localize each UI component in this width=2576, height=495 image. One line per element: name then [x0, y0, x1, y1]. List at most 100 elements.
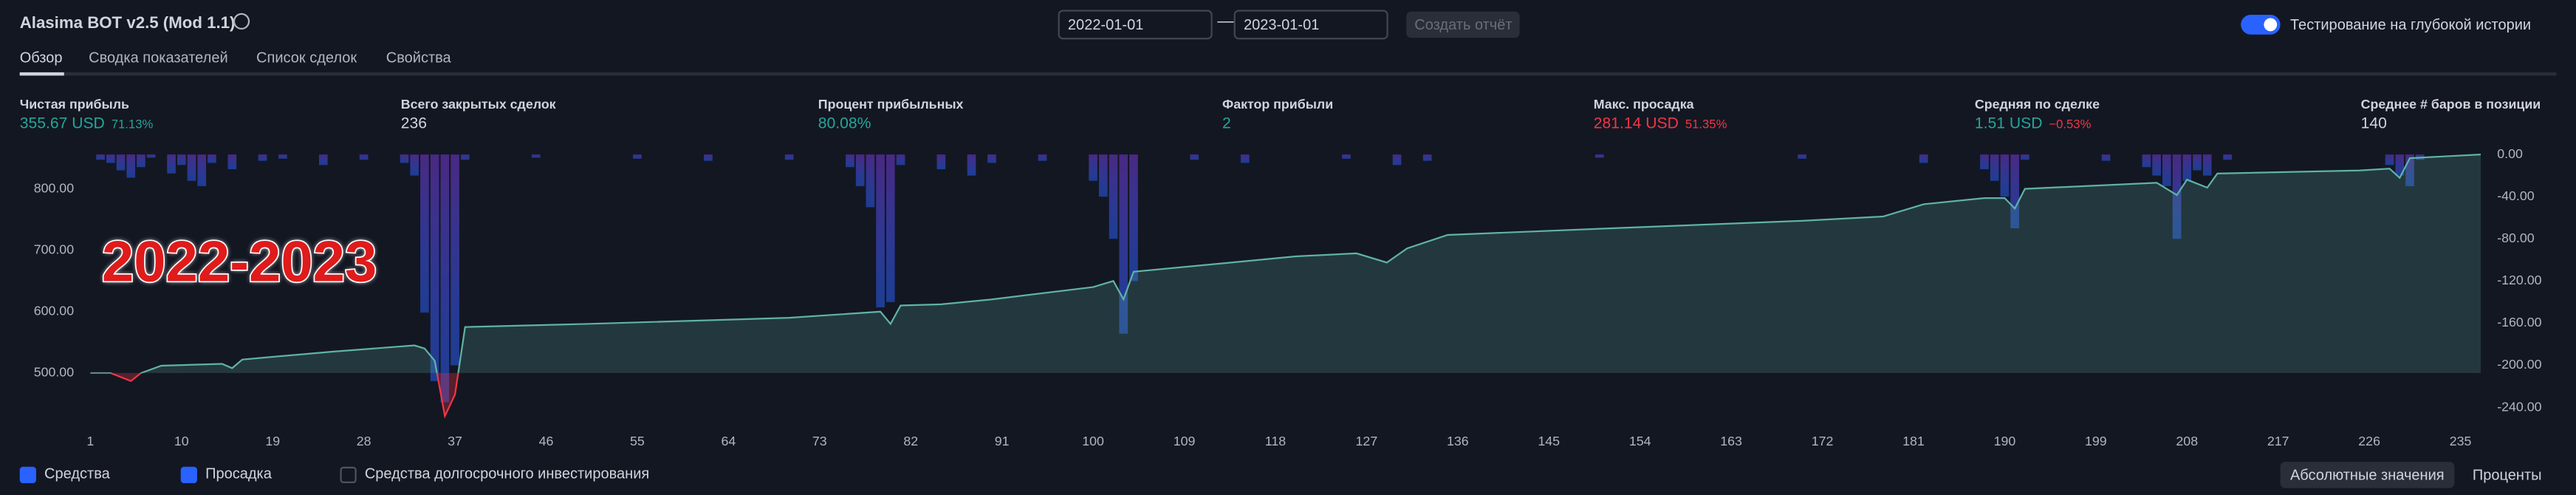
drawdown-bar	[2010, 154, 2019, 228]
x-tick-label: 37	[448, 434, 462, 448]
x-tick-label: 55	[630, 434, 645, 448]
drawdown-bar	[2193, 154, 2202, 171]
drawdown-bar	[2142, 154, 2151, 168]
drawdown-bar	[126, 154, 136, 178]
drawdown-bar	[116, 154, 126, 171]
create-report-button[interactable]: Создать отчёт	[1406, 11, 1521, 38]
absolute-button[interactable]: Абсолютные значения	[2280, 462, 2454, 488]
drawdown-bar	[2152, 154, 2161, 176]
tab[interactable]: Свойства	[386, 49, 451, 66]
x-tick-label: 91	[995, 434, 1010, 448]
drawdown-bar	[1089, 154, 1097, 181]
y2-tick-label: -120.00	[2497, 273, 2541, 287]
y2-tick-label: -80.00	[2497, 231, 2535, 245]
x-tick-label: 100	[1082, 434, 1104, 448]
drawdown-bar	[1119, 154, 1128, 334]
drawdown-bar	[278, 154, 287, 159]
stat-value: 80.08%	[818, 115, 871, 133]
drawdown-bar	[106, 154, 115, 163]
drawdown-bar	[460, 154, 470, 160]
x-tick-label: 82	[903, 434, 918, 448]
drawdown-bar	[187, 154, 196, 181]
x-tick-label: 10	[174, 434, 189, 448]
tab[interactable]: Обзор	[19, 49, 63, 66]
legend-drawdown[interactable]: Просадка	[180, 465, 272, 483]
x-tick-label: 1	[86, 434, 94, 448]
drawdown-bar	[1038, 154, 1047, 161]
drawdown-bar	[866, 154, 875, 208]
drawdown-bar	[846, 154, 854, 168]
stat-label: Процент прибыльных	[818, 97, 964, 112]
x-tick-label: 163	[1720, 434, 1742, 448]
drawdown-bar	[2172, 154, 2182, 239]
drawdown-bar	[137, 154, 145, 168]
percent-button[interactable]: Проценты	[2472, 466, 2542, 484]
drawdown-bar	[400, 154, 409, 163]
stat-number: 2	[1222, 115, 1231, 134]
date-to[interactable]: 2023-01-01	[1233, 10, 1388, 40]
drawdown-bar	[177, 154, 186, 165]
y-tick-label: 600.00	[34, 304, 74, 318]
y-tick-label: 800.00	[34, 180, 74, 195]
stat-value: 2	[1222, 115, 1231, 133]
stat-number: 140	[2360, 115, 2387, 134]
drawdown-bar	[2385, 154, 2394, 165]
settings-icon[interactable]	[233, 13, 250, 30]
y-tick-label: 500.00	[34, 365, 74, 380]
x-tick-label: 208	[2176, 434, 2198, 448]
drawdown-bar	[440, 154, 450, 403]
drawdown-bar	[227, 154, 237, 170]
tab[interactable]: Список сделок	[256, 49, 357, 66]
legend-label: Просадка	[205, 465, 272, 482]
x-tick-label: 46	[539, 434, 554, 448]
drawdown-bar	[2000, 154, 2010, 197]
drawdown-bar	[704, 154, 713, 161]
drawdown-bar	[2202, 154, 2212, 176]
date-from[interactable]: 2022-01-01	[1058, 10, 1213, 40]
x-tick-label: 154	[1629, 434, 1651, 448]
x-tick-label: 118	[1265, 434, 1286, 448]
stat-value: 1.51 USD −0.53%	[1975, 115, 2092, 133]
legend-equity[interactable]: Средства	[19, 465, 110, 483]
stat-label: Чистая прибыль	[19, 97, 129, 112]
drawdown-bar	[633, 154, 642, 159]
drawdown-bar	[420, 154, 429, 313]
stat-value: 236	[401, 115, 427, 133]
drawdown-bar	[1990, 154, 1999, 181]
stat-number: 236	[400, 115, 428, 134]
x-tick-label: 109	[1174, 434, 1196, 448]
tab[interactable]: Сводка показателей	[89, 49, 228, 66]
drawdown-bar	[876, 154, 885, 307]
drawdown-bar	[359, 154, 369, 160]
drawdown-bar	[318, 154, 328, 165]
drawdown-bar	[886, 154, 895, 302]
drawdown-bar	[2182, 154, 2192, 181]
drawdown-bar	[1109, 154, 1118, 239]
stat-label: Средняя по сделке	[1974, 97, 2100, 112]
drawdown-bar	[258, 154, 267, 161]
drawdown-bar	[451, 154, 459, 366]
stat-label: Среднее # баров в позиции	[2360, 97, 2541, 112]
legend-long-term[interactable]: Средства долгосрочного инвестирования	[340, 465, 649, 483]
legend-label: Средства	[44, 465, 110, 482]
y2-tick-label: -200.00	[2497, 357, 2541, 372]
drawdown-bar	[1129, 154, 1138, 281]
x-tick-label: 73	[812, 434, 827, 448]
drawdown-bar	[167, 154, 176, 174]
drawdown-bar	[96, 154, 105, 160]
drawdown-bar	[936, 154, 946, 170]
stat-value: 140	[2361, 115, 2387, 133]
drawdown-bar	[855, 154, 865, 186]
x-tick-label: 172	[1812, 434, 1834, 448]
x-tick-label: 136	[1447, 434, 1469, 448]
drawdown-bar	[1098, 154, 1108, 197]
x-tick-label: 181	[1902, 434, 1925, 448]
strategy-name: Alasima BOT v2.5 (Mod 1.1)	[19, 15, 236, 33]
drawdown-bar	[1422, 154, 1432, 161]
x-tick-label: 199	[2085, 434, 2107, 448]
toggle[interactable]	[2241, 15, 2281, 35]
stat-extra: −0.53%	[2049, 116, 2092, 132]
